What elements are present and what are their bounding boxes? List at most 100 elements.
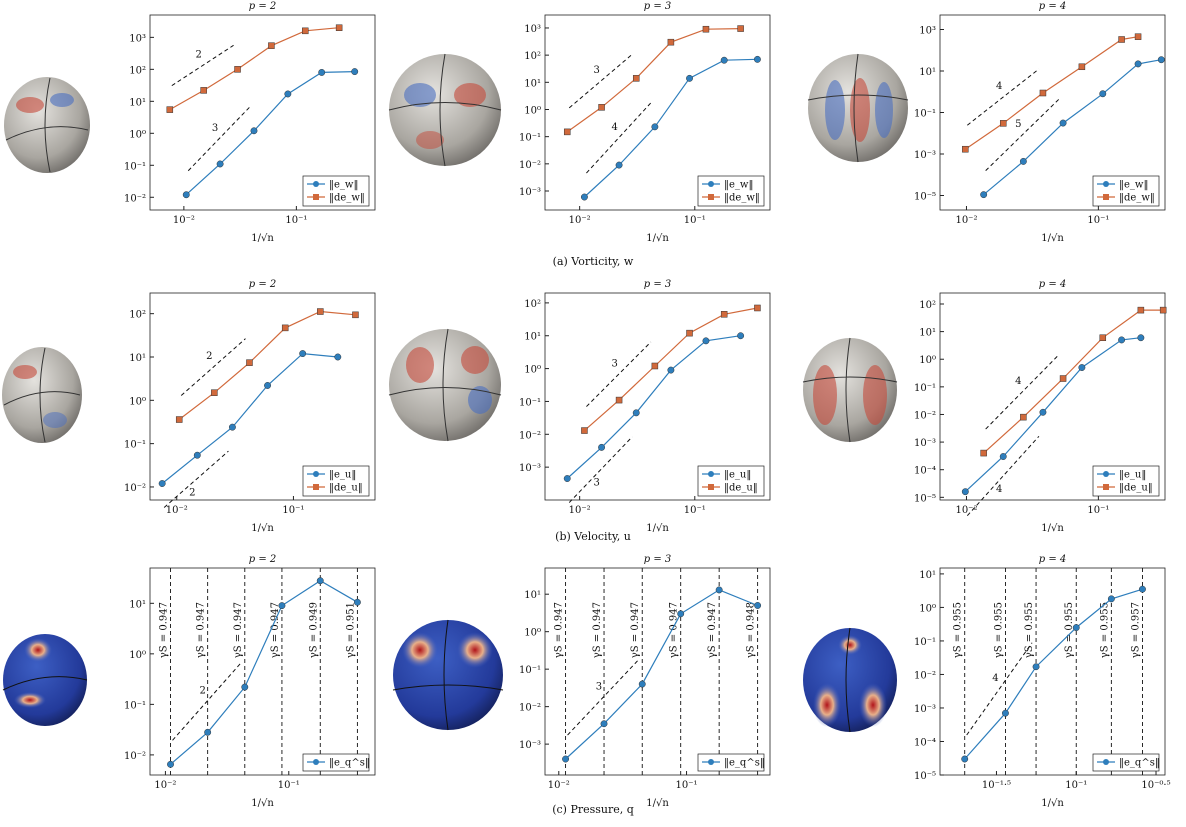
marker [246,359,253,366]
legend-box [1092,753,1160,772]
y-tick-label: 10⁰ [524,105,541,116]
legend-marker [708,471,714,477]
marker [1137,306,1145,314]
chart-title: p = 3 [644,1,672,12]
y-tick-label: 10⁻⁴ [914,466,936,477]
series-line [983,309,1164,454]
reference-label: γS = 0.955 [1024,602,1035,658]
caption: (a) Vorticity, w [553,255,634,268]
slope-label: 3 [611,358,617,369]
marker [753,55,761,63]
reference-label: γS = 0.947 [669,602,680,658]
reference-label: γS = 0.949 [308,602,319,658]
slope-label: 3 [594,65,600,76]
slope-indicator [187,106,251,172]
slope-label: 4 [996,484,1002,495]
marker [278,602,286,610]
x-tick-label: 10⁻² [166,505,188,516]
series-line [983,59,1162,196]
slope-label: 4 [611,122,617,133]
y-tick-label: 10⁰ [129,129,146,140]
marker [1159,306,1167,314]
legend-marker [708,484,714,490]
series-line [583,58,758,198]
marker [754,304,761,312]
marker [667,38,675,46]
y-tick-label: 10⁰ [919,603,936,614]
marker [241,683,249,691]
legend-box [302,465,370,497]
plot-frame [939,567,1166,776]
legend: ‖e_u‖ ‖de_u‖ [302,465,370,497]
y-tick-label: 10¹ [524,332,541,343]
marker [193,451,201,459]
y-tick-label: 10⁰ [919,355,936,366]
legend-box [1092,465,1160,497]
reference-label: γS = 0.947 [270,602,281,658]
marker [1059,375,1067,382]
y-tick-label: 10¹ [919,328,936,339]
y-tick-label: 10⁻¹ [914,383,936,394]
legend-marker [1103,194,1109,200]
marker [702,337,710,345]
marker [1134,33,1142,40]
chart: p = 3 1/√n 10⁻² 10⁻¹ 10⁻³ 10⁻² 10⁻¹ 10⁰ 10¹ 10² 10… [519,1,771,244]
y-tick-label: 10¹ [919,570,936,581]
marker [1139,585,1146,593]
marker [632,409,640,417]
marker [999,120,1007,127]
reference-label: γS = 0.955 [993,602,1004,658]
y-tick-label: 10⁻¹ [914,637,936,648]
marker [667,366,675,374]
slope-indicator [180,338,246,396]
marker [316,577,324,585]
marker [961,488,969,496]
chart: p = 2 1/√n 10⁻² 10⁻¹ 10⁻² 10⁻¹ 10⁰ 10¹ 10² 10³ 2 3 ‖… [124,1,376,244]
x-tick-label: 10⁻² [173,215,195,226]
marker [651,362,659,370]
y-tick-label: 10⁻² [124,483,146,494]
plot-frame [149,567,376,776]
slope-label: 5 [1015,119,1021,130]
marker [158,480,166,487]
chart-title: p = 2 [249,279,277,290]
y-tick-label: 10⁻² [124,193,146,204]
y-tick-label: 10⁻² [519,160,541,171]
chart: p = 4 1/√n 10⁻¹·⁵ 10⁻¹ 10⁻⁰·⁵ 10⁻⁵ 10⁻⁴ 10⁻³ 10⁻… [914,554,1171,809]
y-tick-label: 10⁻² [519,430,541,441]
caption: (c) Pressure, q [552,803,634,816]
marker [562,755,570,763]
sphere [2,347,82,443]
marker [720,311,728,318]
reference-label: γS = 0.947 [554,602,565,658]
y-tick-label: 10³ [919,26,936,37]
reference-label: γS = 0.947 [159,602,170,658]
y-tick-label: 10⁻⁵ [914,493,936,504]
marker [1099,90,1107,98]
x-axis-label: 1/√n [251,798,274,809]
slope-label: 4 [1015,376,1021,387]
marker [175,416,183,423]
slope-label: 4 [996,81,1002,92]
x-tick-label: 10⁻² [955,215,977,226]
x-axis-label: 1/√n [1041,233,1064,244]
marker [581,427,588,434]
marker [200,87,207,94]
y-tick-label: 10⁻² [914,410,936,421]
marker [228,423,236,431]
chart-title: p = 4 [1039,554,1067,565]
legend: ‖e_u‖ ‖de_u‖ [697,465,765,497]
marker [737,332,745,340]
marker [1099,334,1107,341]
marker [1072,624,1080,632]
x-tick-label: 10⁻¹ [278,780,300,791]
y-tick-label: 10⁻¹ [519,397,541,408]
sphere [803,627,897,733]
legend-label: ‖de_w‖ [724,193,760,204]
chart-title: p = 3 [644,554,672,565]
y-tick-label: 10⁻³ [519,187,541,198]
series-line [169,27,340,111]
legend-label: ‖de_w‖ [1119,193,1155,204]
legend-marker [313,181,319,187]
